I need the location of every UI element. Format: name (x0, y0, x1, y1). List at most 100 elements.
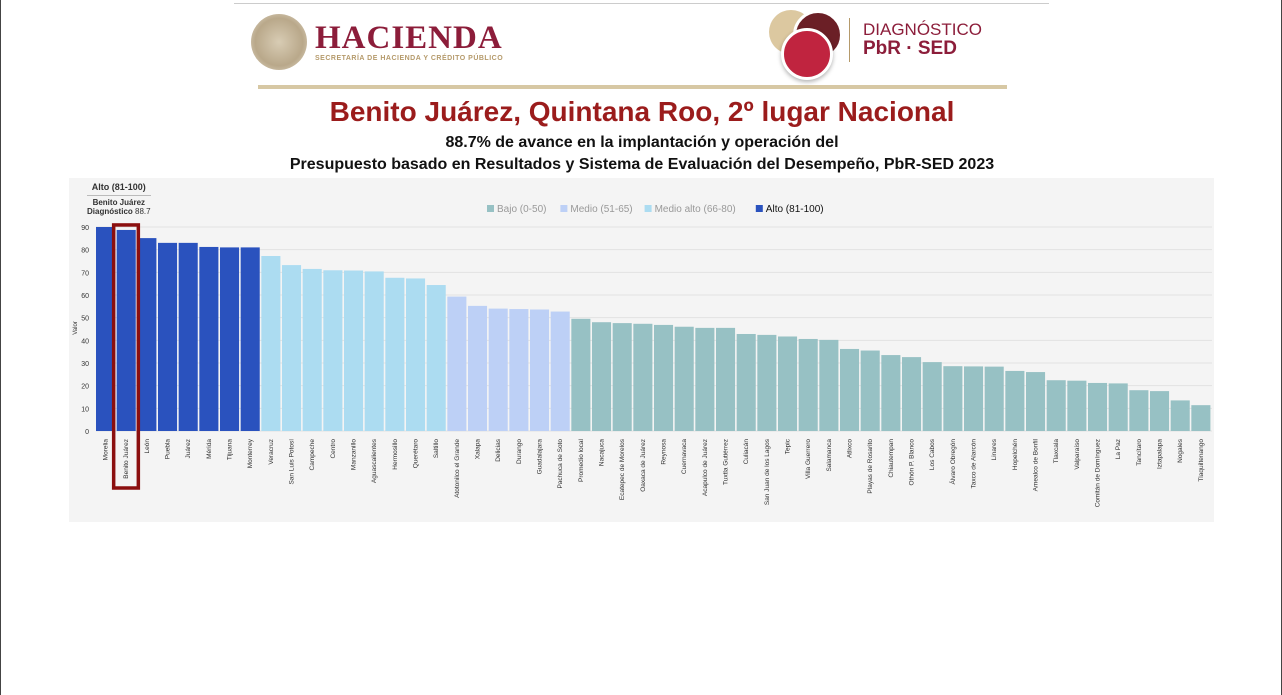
x-tick-label: Saltillo (433, 439, 440, 459)
diagnostico-logo-text: DIAGNÓSTICO (863, 20, 983, 39)
x-tick-label: Los Cabos (929, 438, 936, 470)
bar (178, 242, 198, 431)
bar (1067, 380, 1087, 431)
x-tick-label: Cuernavaca (681, 439, 688, 474)
bar (468, 305, 488, 431)
x-tick-label: Álvaro Obregón (948, 439, 957, 485)
y-tick-label: 80 (81, 248, 89, 255)
x-tick-label: Tancítaro (1136, 439, 1143, 466)
legend-swatch (560, 205, 568, 212)
bar (633, 323, 653, 431)
bar (1170, 400, 1190, 431)
x-tick-label: Villa Guerrero (805, 439, 812, 479)
x-tick-label: Juárez (185, 439, 192, 459)
bar (778, 336, 798, 431)
x-tick-label: Amealco de Bonfil (1033, 438, 1040, 491)
chart-tooltip: Alto (81-100) Benito Juárez Diagnóstico … (87, 182, 151, 216)
x-tick-label: Promedio local (578, 438, 585, 482)
bar (798, 338, 818, 431)
x-tick-label: Atlixco (847, 439, 854, 459)
legend-label: Alto (81-100) (766, 204, 824, 215)
bar (364, 271, 384, 431)
bar (612, 323, 632, 431)
x-tick-label: Salamanca (826, 439, 833, 472)
bar (984, 366, 1004, 431)
header-divider (258, 85, 1007, 89)
y-tick-label: 50 (81, 316, 89, 323)
x-tick-label: Morelia (103, 439, 110, 461)
tooltip-name: Benito Juárez (87, 195, 151, 207)
x-tick-label: Comitán de Domínguez (1095, 439, 1102, 507)
bar (509, 309, 529, 431)
bar (654, 324, 674, 431)
bar (426, 285, 446, 431)
x-tick-label: San Luis Potosí (289, 439, 296, 485)
bar (716, 327, 736, 431)
y-tick-label: 90 (81, 225, 89, 232)
x-tick-label: Reynosa (661, 439, 668, 465)
x-tick-label: León (144, 439, 151, 454)
x-tick-label: Iztapalapa (1157, 439, 1164, 469)
x-tick-label: Nogales (1177, 438, 1184, 463)
tooltip-label: Diagnóstico (87, 207, 133, 216)
y-tick-label: 10 (81, 406, 89, 413)
bar (1129, 390, 1149, 431)
x-tick-label: Pachuca de Soto (557, 439, 564, 489)
bar (819, 339, 839, 431)
y-tick-label: 60 (81, 293, 89, 300)
pbr-logo-circle (781, 28, 833, 80)
bar (943, 366, 963, 431)
x-tick-label: Chiautempan (888, 439, 895, 478)
bar (530, 309, 550, 431)
bar (550, 311, 570, 431)
x-tick-label: Durango (516, 439, 523, 464)
x-tick-label: Delicias (495, 438, 502, 462)
bar (116, 229, 136, 431)
bar (137, 238, 157, 431)
x-tick-label: Tuxtla Gutiérrez (723, 439, 730, 485)
tooltip-value: 88.7 (135, 207, 151, 216)
y-tick-label: 20 (81, 384, 89, 391)
bar (922, 362, 942, 431)
bar (1046, 380, 1066, 431)
legend-label: Bajo (0-50) (497, 204, 546, 215)
bar (860, 350, 880, 431)
x-tick-label: Playas de Rosarito (867, 439, 874, 494)
y-tick-label: 40 (81, 338, 89, 345)
page-title: Benito Juárez, Quintana Roo, 2º lugar Na… (329, 96, 955, 127)
x-tick-label: Aguascalientes (371, 438, 378, 483)
y-tick-label: 30 (81, 361, 89, 368)
x-tick-label: Benito Juárez (123, 439, 130, 479)
bar (592, 322, 612, 431)
bar (240, 247, 260, 431)
bar (1150, 391, 1170, 431)
x-tick-label: Tlaquiltenango (1198, 439, 1205, 482)
bar (881, 355, 901, 431)
bar (1191, 405, 1211, 431)
subtitle-line-2: Presupuesto basado en Resultados y Siste… (289, 156, 995, 173)
bar (158, 242, 178, 431)
x-tick-label: Puebla (165, 439, 172, 460)
bar (902, 357, 922, 431)
bar (736, 333, 756, 431)
logo-divider (849, 18, 850, 62)
bar (1005, 370, 1025, 431)
bar (1026, 372, 1046, 431)
bar (220, 247, 240, 431)
x-tick-label: La Paz (1115, 439, 1122, 459)
legend-swatch (755, 205, 763, 212)
legend-swatch (644, 205, 652, 212)
x-tick-label: Campeche (309, 439, 316, 471)
bar (261, 256, 281, 431)
bar (571, 318, 591, 431)
top-border (234, 3, 1049, 4)
bar (96, 227, 116, 431)
bar (757, 334, 777, 431)
x-tick-label: Acapulco de Juárez (702, 439, 709, 496)
x-tick-label: Monterrey (247, 438, 254, 468)
tooltip-category: Alto (81-100) (91, 182, 146, 192)
y-axis-label: Valor (73, 321, 79, 335)
pbr-sed-logo-text: PbR · SED (863, 38, 957, 59)
bar (1108, 383, 1128, 431)
bar (674, 326, 694, 431)
